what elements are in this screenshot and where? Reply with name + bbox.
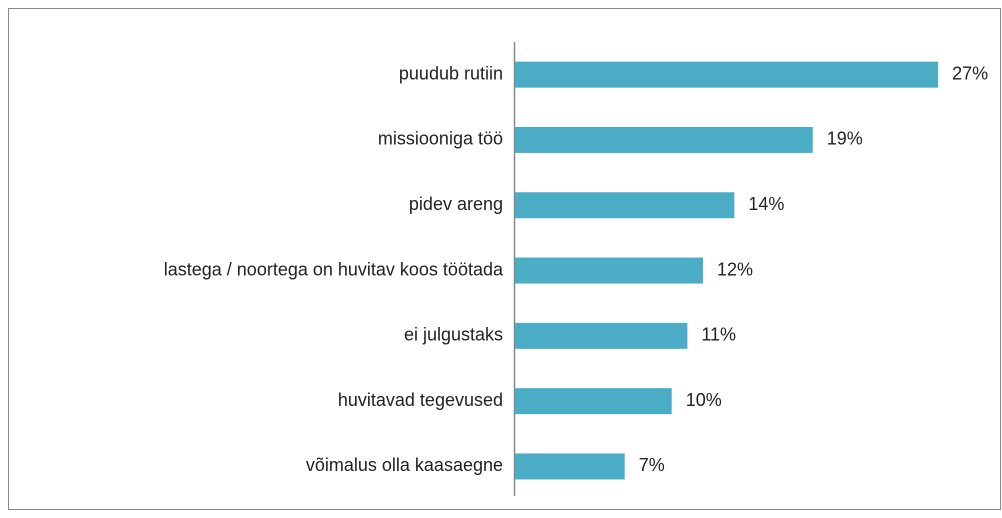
category-label: võimalus olla kaasaegne	[306, 455, 503, 475]
chart-border	[8, 8, 1001, 510]
category-label: pidev areng	[409, 194, 503, 214]
bar	[515, 257, 704, 284]
category-label: puudub rutiin	[399, 63, 503, 83]
bar	[515, 322, 688, 349]
category-label: huvitavad tegevused	[338, 390, 503, 410]
value-label: 27%	[952, 63, 988, 83]
category-label: ei julgustaks	[404, 325, 503, 345]
bar	[515, 388, 672, 415]
bar	[515, 126, 813, 153]
bar	[515, 192, 735, 219]
value-label: 11%	[701, 325, 736, 345]
bar	[515, 61, 939, 88]
value-label: 14%	[748, 194, 784, 214]
bar	[515, 453, 625, 480]
value-label: 19%	[827, 129, 863, 149]
value-label: 10%	[686, 390, 722, 410]
category-label: missiooniga töö	[378, 129, 503, 149]
value-label: 12%	[717, 259, 753, 279]
category-label: lastega / noortega on huvitav koos tööta…	[164, 259, 504, 279]
value-label: 7%	[639, 455, 665, 475]
